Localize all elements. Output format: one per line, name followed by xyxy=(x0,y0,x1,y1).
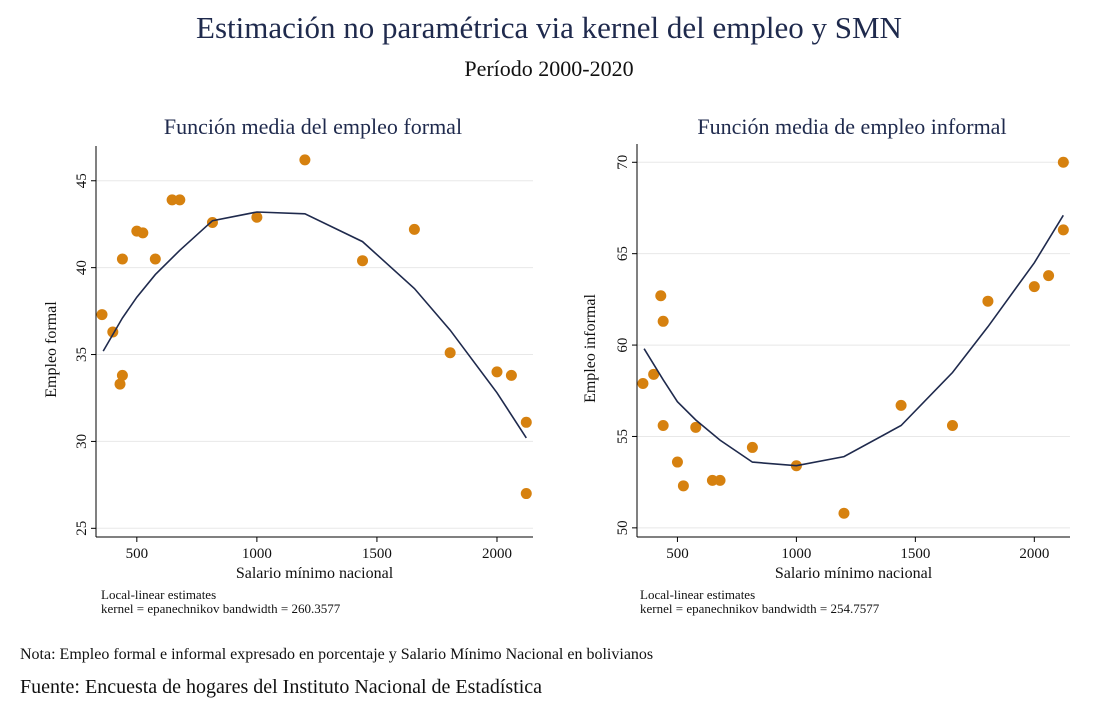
data-point xyxy=(657,315,669,327)
data-point xyxy=(116,253,128,265)
data-point xyxy=(166,194,178,206)
data-point xyxy=(946,419,958,431)
data-point xyxy=(677,480,689,492)
y-tick-label: 35 xyxy=(74,347,90,362)
estimator-note: Local-linear estimates xyxy=(101,587,216,602)
data-point xyxy=(1057,224,1069,236)
x-tick-label: 500 xyxy=(666,546,689,562)
data-point xyxy=(657,419,669,431)
y-tick-label: 45 xyxy=(74,173,90,188)
data-point xyxy=(637,377,649,389)
data-point xyxy=(137,227,149,239)
panel-title: Función media del empleo formal xyxy=(164,114,462,139)
y-tick-label: 40 xyxy=(74,260,90,275)
data-point xyxy=(690,421,702,433)
data-point xyxy=(491,366,503,378)
chart-formal-svg: Función media del empleo formal 25 30 35 40 4… xyxy=(43,114,533,616)
data-point xyxy=(149,253,161,265)
data-point xyxy=(520,488,532,500)
x-tick-label: 1500 xyxy=(362,546,392,562)
data-point xyxy=(299,154,311,166)
data-point xyxy=(838,507,850,519)
data-point xyxy=(655,290,667,302)
data-point xyxy=(706,474,718,486)
chart-informal-svg: Función media de empleo informal 50 55 60 65… xyxy=(582,114,1070,616)
y-tick-label: 25 xyxy=(74,521,90,536)
data-point xyxy=(206,216,218,228)
chart-informal-employment: Función media de empleo informal 50 55 60 65… xyxy=(549,108,1098,628)
y-tick-label: 65 xyxy=(615,246,631,261)
y-tick-label: 70 xyxy=(615,155,631,170)
estimator-note: kernel = epanechnikov bandwidth = 254.75… xyxy=(640,601,880,616)
chart-formal-employment: Función media del empleo formal 25 30 35 40 4… xyxy=(0,108,549,628)
y-axis-title: Empleo informal xyxy=(582,294,599,403)
x-tick-label: 1500 xyxy=(900,546,930,562)
x-tick-label: 2000 xyxy=(482,546,512,562)
data-point xyxy=(895,399,907,411)
y-tick-label: 50 xyxy=(615,520,631,535)
data-point xyxy=(114,378,126,390)
estimator-note: Local-linear estimates xyxy=(640,587,755,602)
x-tick-label: 2000 xyxy=(1019,546,1049,562)
estimator-note: kernel = epanechnikov bandwidth = 260.35… xyxy=(101,601,341,616)
data-point xyxy=(1028,281,1040,293)
data-point xyxy=(116,369,128,381)
data-point xyxy=(357,255,369,267)
data-point xyxy=(1057,156,1069,168)
data-point xyxy=(444,347,456,359)
panel-title: Función media de empleo informal xyxy=(697,114,1006,139)
footer-note: Nota: Empleo formal e informal expresado… xyxy=(20,646,654,663)
x-tick-label: 500 xyxy=(126,546,149,562)
data-point xyxy=(408,223,420,235)
data-point xyxy=(982,295,994,307)
y-tick-label: 60 xyxy=(615,338,631,353)
footer-source: Fuente: Encuesta de hogares del Institut… xyxy=(20,676,543,698)
x-axis-title: Salario mínimo nacional xyxy=(775,565,933,582)
page-title: Estimación no paramétrica via kernel del… xyxy=(196,10,902,45)
data-point xyxy=(96,309,108,321)
data-point xyxy=(746,441,758,453)
data-point xyxy=(671,456,683,468)
y-tick-label: 55 xyxy=(615,429,631,444)
y-axis-title: Empleo formal xyxy=(43,301,60,398)
fit-line xyxy=(102,211,527,439)
fit-line xyxy=(643,214,1064,467)
data-point xyxy=(520,416,532,428)
data-point xyxy=(648,368,660,380)
data-point xyxy=(1043,270,1055,282)
x-tick-label: 1000 xyxy=(242,546,272,562)
data-point xyxy=(714,474,726,486)
data-point xyxy=(174,194,186,206)
x-tick-label: 1000 xyxy=(781,546,811,562)
page-subtitle: Período 2000-2020 xyxy=(464,56,634,81)
y-tick-label: 30 xyxy=(74,434,90,449)
data-point xyxy=(505,369,517,381)
data-point xyxy=(251,211,263,223)
x-axis-title: Salario mínimo nacional xyxy=(236,565,394,582)
